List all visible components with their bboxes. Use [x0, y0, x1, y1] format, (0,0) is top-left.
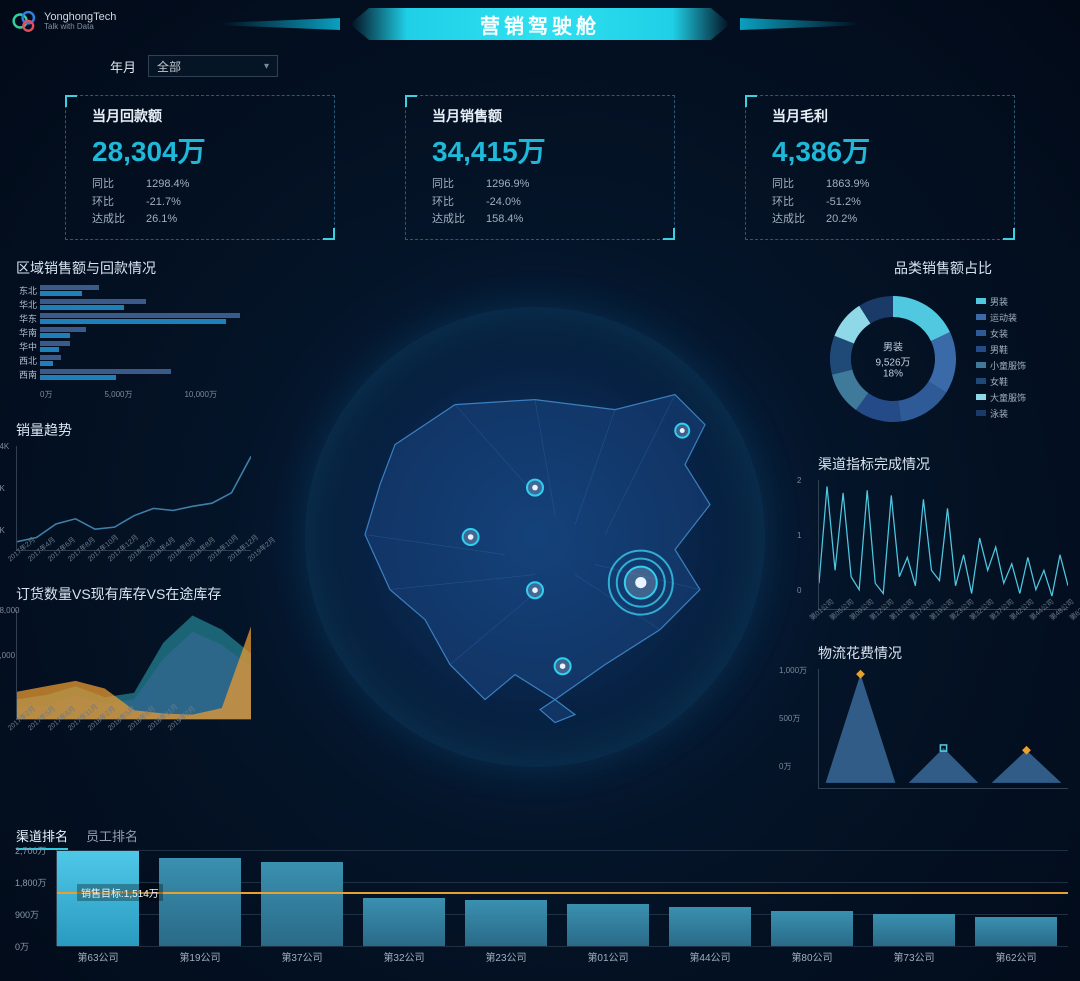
rank-tab-1[interactable]: 员工排名 — [86, 826, 138, 850]
kpi-row: 当月回款额 28,304万 同比1298.4% 环比-21.7% 达成比26.1… — [0, 77, 1080, 252]
mid-area: 区域销售额与回款情况 东北 华北 华东 华南 华中 — [0, 252, 1080, 822]
kpi-card-1: 当月销售额 34,415万 同比1296.9% 环比-24.0% 达成比158.… — [405, 95, 675, 240]
svg-text:快通速运: 快通速运 — [1008, 787, 1045, 788]
legend-item: 女鞋 — [976, 375, 1026, 388]
brand-tagline: Talk with Data — [44, 23, 116, 32]
legend-item: 女装 — [976, 327, 1026, 340]
title-wing-right — [740, 18, 860, 30]
rank-bar[interactable]: 第80公司 — [771, 850, 853, 946]
rank-bar[interactable]: 第37公司 — [261, 850, 343, 946]
donut-center-pct: 18% — [875, 368, 910, 379]
kpi-value: 28,304万 — [92, 130, 334, 170]
legend-item: 泳装 — [976, 407, 1026, 420]
stock-chart: 订货数量VS现有库存VS在途库存 18,0009,0000 2017年2月201… — [16, 584, 251, 733]
region-row: 华东 — [16, 312, 251, 325]
chevron-down-icon: ▾ — [264, 61, 269, 72]
filter-row: 年月 全部 ▾ — [0, 45, 1080, 77]
donut-title: 品类销售额占比 — [818, 258, 1068, 278]
region-row: 西北 — [16, 354, 251, 367]
channel-chart: 渠道指标完成情况 210 第01公司第05公司第09公司第12公司第15公司第1… — [818, 454, 1068, 623]
region-row: 西南 — [16, 368, 251, 381]
region-row: 东北 — [16, 284, 251, 297]
ranking-chart: 2,700万1,800万900万0万 第63公司 第19公司 第37公司 第32… — [16, 850, 1068, 968]
trend-title: 销量趋势 — [16, 420, 251, 440]
legend-item: 运动装 — [976, 311, 1026, 324]
legend-item: 男鞋 — [976, 343, 1026, 356]
logistics-chart: 物流花费情况 安捷速运环球物流快通速运 1,000万500万0万 — [818, 643, 1068, 789]
svg-text:安捷速运: 安捷速运 — [842, 787, 879, 788]
channel-title: 渠道指标完成情况 — [818, 454, 1068, 474]
logistics-title: 物流花费情况 — [818, 643, 1068, 663]
rank-bar[interactable]: 第73公司 — [873, 850, 955, 946]
kpi-title: 当月回款额 — [92, 106, 334, 126]
region-chart: 区域销售额与回款情况 东北 华北 华东 华南 华中 — [16, 258, 251, 400]
region-row: 华中 — [16, 340, 251, 353]
rank-bar[interactable]: 第62公司 — [975, 850, 1057, 946]
kpi-title: 当月毛利 — [772, 106, 1014, 126]
rank-bar[interactable]: 第01公司 — [567, 850, 649, 946]
legend-item: 大童服饰 — [976, 391, 1026, 404]
kpi-value: 34,415万 — [432, 130, 674, 170]
filter-label: 年月 — [110, 57, 136, 76]
rank-bar[interactable]: 第32公司 — [363, 850, 445, 946]
legend-item: 小童服饰 — [976, 359, 1026, 372]
map-panel — [255, 272, 815, 802]
legend-item: 男装 — [976, 295, 1026, 308]
kpi-card-0: 当月回款额 28,304万 同比1298.4% 环比-21.7% 达成比26.1… — [65, 95, 335, 240]
rank-bar[interactable]: 第23公司 — [465, 850, 547, 946]
kpi-title: 当月销售额 — [432, 106, 674, 126]
brand-logo: YonghongTech Talk with Data — [12, 8, 116, 34]
svg-text:环球物流: 环球物流 — [925, 787, 962, 788]
donut-legend: 男装运动装女装男鞋小童服饰女鞋大童服饰泳装 — [976, 295, 1026, 423]
title-wing-left — [220, 18, 340, 30]
donut-center-value: 9,526万 — [875, 353, 910, 368]
rank-bar[interactable]: 第19公司 — [159, 850, 241, 946]
target-label: 销售目标:1,514万 — [77, 884, 163, 901]
kpi-card-2: 当月毛利 4,386万 同比1863.9% 环比-51.2% 达成比20.2% — [745, 95, 1015, 240]
rank-bar[interactable]: 第44公司 — [669, 850, 751, 946]
donut-center-name: 男装 — [875, 338, 910, 353]
month-select[interactable]: 全部 ▾ — [148, 55, 278, 77]
logo-icon — [12, 8, 38, 34]
region-row: 华北 — [16, 298, 251, 311]
kpi-value: 4,386万 — [772, 130, 1014, 170]
filter-value: 全部 — [157, 58, 181, 75]
region-row: 华南 — [16, 326, 251, 339]
donut-ring: 男装 9,526万 18% — [818, 284, 968, 434]
region-title: 区域销售额与回款情况 — [16, 258, 251, 278]
header: YonghongTech Talk with Data 营销驾驶舱 — [0, 0, 1080, 45]
stock-title: 订货数量VS现有库存VS在途库存 — [16, 584, 251, 604]
donut-chart: 品类销售额占比 男装 9,526万 18% 男装运动装女装男鞋小童服饰女鞋大童服… — [818, 258, 1068, 434]
brand-name: YonghongTech — [44, 11, 116, 23]
trend-chart: 销量趋势 14K7K0K 2017年2月2017年4月2017年6月2017年8… — [16, 420, 251, 564]
china-map — [305, 354, 765, 734]
page-title: 营销驾驶舱 — [350, 8, 730, 40]
